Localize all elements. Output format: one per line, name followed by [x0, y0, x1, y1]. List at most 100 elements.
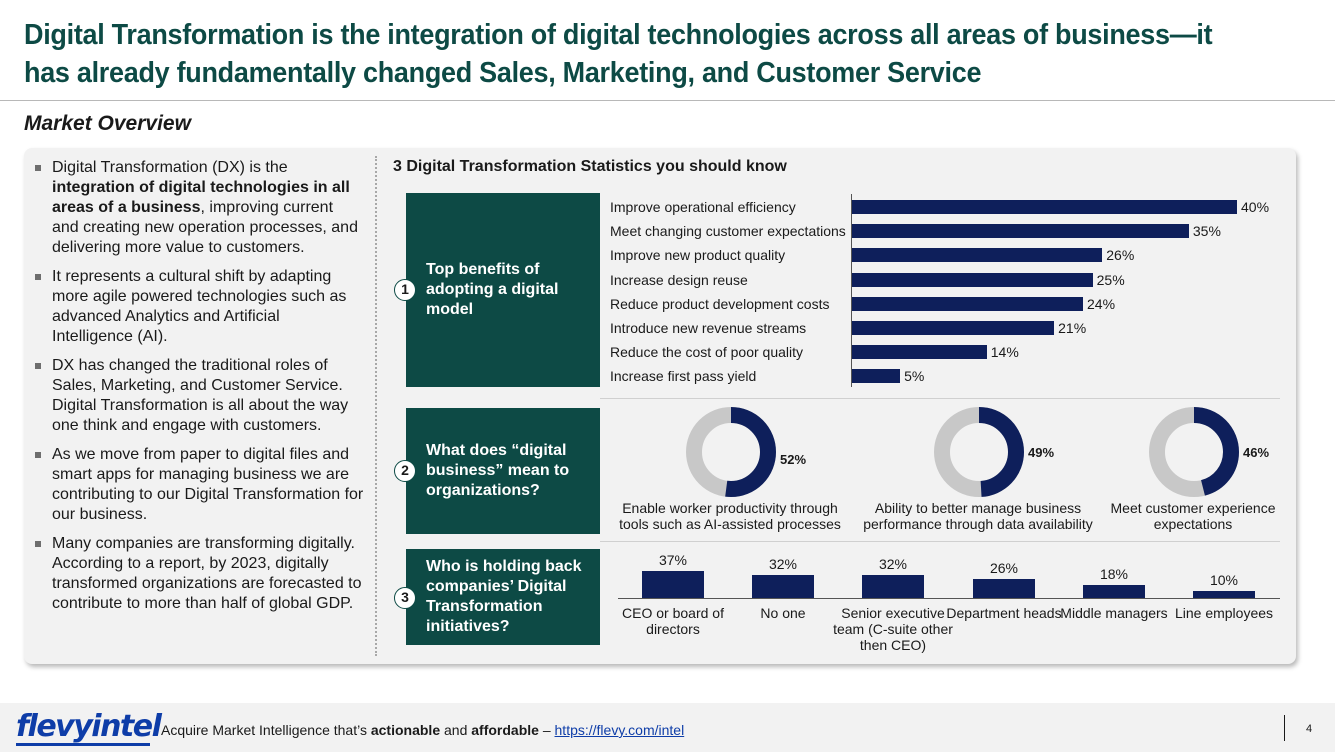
column-value-label: 18% — [1099, 565, 1129, 582]
column-bar — [1193, 590, 1255, 598]
donut-value-arc — [686, 407, 776, 497]
column-category-label: Line employees — [1174, 605, 1274, 621]
bar — [852, 369, 901, 384]
question-box-2: What does “digital business” mean to org… — [406, 408, 600, 534]
bar-category-label: Reduce the cost of poor quality — [610, 344, 804, 361]
section-number-2: 2 — [394, 460, 416, 482]
bullet-text: Many companies are transforming digitall… — [52, 535, 362, 612]
section-number-1: 1 — [394, 279, 416, 301]
bar — [852, 345, 987, 360]
bar-row: Improve operational efficiency 40% — [610, 197, 1280, 217]
column-category-label: Middle managers — [1060, 605, 1168, 621]
bar-value-label: 40% — [1241, 199, 1270, 215]
bar-value-label: 24% — [1087, 295, 1116, 312]
bullet-text: , improving current and creating new ope… — [52, 199, 358, 256]
bar-value-label: 25% — [1096, 271, 1125, 288]
bar-row: Increase first pass yield 5% — [610, 366, 1280, 386]
bar — [852, 224, 1189, 239]
page-number: 4 — [1306, 723, 1313, 735]
bar-chart-axis — [851, 194, 852, 387]
row-divider — [600, 541, 1280, 542]
bar-category-label: Reduce product development costs — [610, 295, 830, 312]
section-number-3: 3 — [394, 587, 416, 609]
column-bar — [862, 574, 924, 598]
donut-chart — [934, 407, 1024, 497]
bar — [852, 321, 1055, 335]
question-box-3: Who is holding back companies’ Digital T… — [406, 549, 600, 645]
bar-row: Reduce product development costs 24% — [610, 294, 1280, 314]
page-title: Digital Transformation is the integratio… — [24, 19, 1213, 89]
bullet-item: DX has changed the traditional roles of … — [34, 356, 364, 436]
bullet-text: It represents a cultural shift by adapti… — [52, 268, 347, 345]
donut-value-arc — [934, 407, 1024, 497]
donut-value-label: 52% — [780, 452, 807, 467]
donut-caption: Enable worker productivity through tools… — [619, 500, 841, 532]
column-value-label: 26% — [989, 560, 1019, 577]
bar-category-label: Meet changing customer expectations — [610, 223, 846, 240]
tagline-bold: affordable — [471, 722, 539, 738]
column-divider — [375, 156, 377, 656]
column-bar — [752, 574, 814, 598]
row-divider — [600, 398, 1280, 399]
tagline-text: – — [538, 722, 555, 738]
bullet-item: Many companies are transforming digitall… — [34, 534, 364, 614]
bullet-emphasis: integration of digital technologies in a… — [52, 179, 350, 216]
question-text: Top benefits of adopting a digital model — [426, 261, 559, 318]
column-bar — [1083, 584, 1145, 598]
bar-value-label: 26% — [1106, 247, 1135, 264]
question-text: Who is holding back companies’ Digital T… — [426, 558, 582, 635]
flevy-intel-link[interactable]: https://flevy.com/intel — [554, 722, 685, 738]
bullet-text: Digital Transformation (DX) is the — [52, 159, 288, 176]
bar-category-label: Increase first pass yield — [610, 368, 757, 385]
donut-value-label: 46% — [1243, 445, 1270, 460]
column-category-label: Department heads — [946, 605, 1062, 621]
footer-divider — [1284, 715, 1285, 741]
bar-category-label: Improve new product quality — [610, 247, 786, 264]
bar-category-label: Increase design reuse — [610, 271, 748, 288]
bar-row: Improve new product quality 26% — [610, 245, 1280, 265]
bar-row: Reduce the cost of poor quality 14% — [610, 342, 1280, 362]
bar-value-label: 14% — [990, 344, 1019, 361]
bar — [852, 200, 1237, 214]
bullet-text: DX has changed the traditional roles of … — [52, 357, 349, 434]
footer: flevyintel Acquire Market Intelligence t… — [0, 703, 1335, 752]
bar-value-label: 5% — [904, 368, 925, 385]
donut-item: 46% Meet customer experience expectations — [1073, 407, 1313, 535]
flevyintel-logo[interactable]: flevyintel — [16, 709, 162, 744]
bullet-text: As we move from paper to digital files a… — [52, 446, 364, 523]
bar-row: Meet changing customer expectations 35% — [610, 221, 1280, 241]
tagline-text: Acquire Market Intelligence that’s — [161, 722, 371, 738]
column-category-label: No one — [760, 605, 806, 621]
donut-item: 49% Ability to better manage business per… — [858, 407, 1098, 535]
column-category-label: Senior executive team (C-suite other the… — [833, 605, 953, 653]
bar-row: Increase design reuse 25% — [610, 270, 1280, 290]
donut-item: 52% Enable worker productivity through to… — [610, 407, 850, 535]
column-value-label: 32% — [878, 555, 908, 572]
section-subtitle: Market Overview — [24, 112, 191, 135]
bar-value-label: 21% — [1058, 320, 1087, 336]
column-value-label: 37% — [658, 552, 688, 568]
bar — [852, 272, 1093, 287]
column-category-label: CEO or board of directors — [622, 605, 724, 637]
donut-chart — [686, 407, 776, 497]
donut-chart — [1149, 407, 1239, 497]
column-bar — [973, 579, 1035, 598]
bar-value-label: 35% — [1192, 223, 1221, 240]
column-value-label: 32% — [768, 555, 798, 572]
column-bar — [642, 571, 704, 598]
donut-value-label: 49% — [1028, 445, 1055, 460]
tagline-bold: actionable — [370, 722, 441, 738]
question-box-1: Top benefits of adopting a digital model — [406, 193, 600, 387]
donut-caption: Ability to better manage business perfor… — [863, 500, 1093, 532]
bullet-item: As we move from paper to digital files a… — [34, 445, 364, 525]
bullet-item: It represents a cultural shift by adapti… — [34, 267, 364, 347]
logo-underline — [16, 743, 150, 746]
bar-category-label: Introduce new revenue streams — [610, 320, 807, 336]
donut-value-arc — [1149, 407, 1239, 497]
tagline-text: and — [440, 722, 472, 738]
column-value-label: 10% — [1209, 571, 1239, 588]
bullet-item: Digital Transformation (DX) is the integ… — [34, 158, 364, 258]
bar-category-label: Improve operational efficiency — [610, 199, 796, 215]
title-divider — [0, 100, 1335, 101]
bar — [852, 296, 1083, 311]
